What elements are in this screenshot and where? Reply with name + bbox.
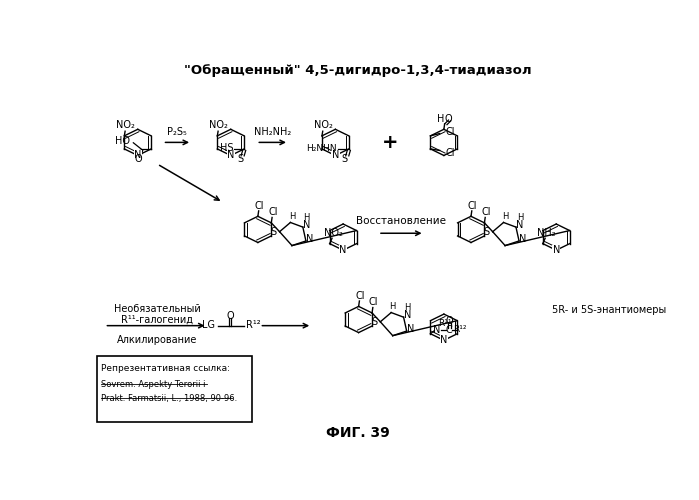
Text: Sovrem. Aspekty Terorii i: Sovrem. Aspekty Terorii i bbox=[101, 380, 206, 390]
Text: Cl: Cl bbox=[446, 148, 456, 158]
Text: "Обращенный" 4,5-дигидро-1,3,4-тиадиазол: "Обращенный" 4,5-дигидро-1,3,4-тиадиазол bbox=[184, 64, 532, 76]
Text: S: S bbox=[342, 154, 348, 164]
Text: N: N bbox=[516, 220, 524, 230]
Text: H: H bbox=[437, 114, 445, 124]
Text: R¹¹-галогенид: R¹¹-галогенид bbox=[121, 314, 193, 324]
Text: S: S bbox=[484, 226, 489, 236]
Text: O: O bbox=[445, 316, 453, 326]
Text: NH₂NH₂: NH₂NH₂ bbox=[254, 126, 291, 136]
Text: NO₂: NO₂ bbox=[324, 228, 343, 238]
Text: H: H bbox=[404, 304, 410, 312]
Text: Необязательный: Необязательный bbox=[114, 304, 201, 314]
Text: ФИГ. 39: ФИГ. 39 bbox=[326, 426, 390, 440]
Text: HS: HS bbox=[219, 143, 233, 153]
Text: N: N bbox=[332, 150, 339, 160]
Text: H: H bbox=[517, 214, 523, 222]
Text: Репрезентативная ссылка:: Репрезентативная ссылка: bbox=[101, 364, 231, 373]
Text: R¹²: R¹² bbox=[246, 320, 261, 330]
Text: O: O bbox=[134, 154, 142, 164]
Text: R¹¹: R¹¹ bbox=[438, 319, 451, 328]
Text: O: O bbox=[445, 114, 452, 124]
Text: Алкилирование: Алкилирование bbox=[117, 334, 197, 344]
Text: Cl: Cl bbox=[468, 200, 477, 210]
Text: NO₂: NO₂ bbox=[117, 120, 136, 130]
Text: Cl: Cl bbox=[254, 200, 264, 210]
Bar bbox=[96, 356, 252, 422]
Text: NO₂: NO₂ bbox=[314, 120, 333, 130]
Text: N: N bbox=[404, 310, 411, 320]
Text: H: H bbox=[502, 212, 508, 221]
Text: Cl: Cl bbox=[355, 290, 365, 300]
Text: N: N bbox=[134, 150, 141, 160]
Text: S: S bbox=[371, 317, 377, 327]
Text: Cl: Cl bbox=[268, 207, 278, 217]
Text: LG: LG bbox=[202, 320, 215, 330]
Text: HO: HO bbox=[115, 136, 130, 146]
Text: NO₂: NO₂ bbox=[210, 120, 229, 130]
Text: R¹²: R¹² bbox=[453, 326, 467, 334]
Text: N: N bbox=[440, 336, 447, 345]
Text: S: S bbox=[271, 226, 276, 236]
Text: Prakt. Farmatsii, L., 1988, 90-96.: Prakt. Farmatsii, L., 1988, 90-96. bbox=[101, 394, 238, 403]
Text: Cl: Cl bbox=[369, 297, 378, 307]
Text: NH₂: NH₂ bbox=[538, 228, 556, 238]
Text: N: N bbox=[306, 234, 313, 244]
Text: S: S bbox=[237, 154, 243, 164]
Text: N: N bbox=[340, 245, 347, 255]
Text: H₂NHN: H₂NHN bbox=[305, 144, 336, 152]
Text: N: N bbox=[433, 325, 440, 335]
Text: N: N bbox=[227, 150, 234, 160]
Text: H: H bbox=[289, 212, 295, 221]
Text: C: C bbox=[446, 325, 452, 335]
Text: O: O bbox=[227, 310, 235, 320]
Text: Cl: Cl bbox=[481, 207, 491, 217]
Text: H: H bbox=[389, 302, 396, 311]
Text: N: N bbox=[553, 245, 560, 255]
Text: P₂S₅: P₂S₅ bbox=[167, 126, 187, 136]
Text: Cl: Cl bbox=[446, 127, 456, 137]
Text: +: + bbox=[382, 133, 398, 152]
Text: 5R- и 5S-энантиомеры: 5R- и 5S-энантиомеры bbox=[552, 305, 667, 316]
Text: N: N bbox=[303, 220, 310, 230]
Text: Восстановление: Восстановление bbox=[356, 216, 446, 226]
Text: H: H bbox=[303, 214, 310, 222]
Text: N: N bbox=[407, 324, 415, 334]
Text: N: N bbox=[519, 234, 526, 244]
